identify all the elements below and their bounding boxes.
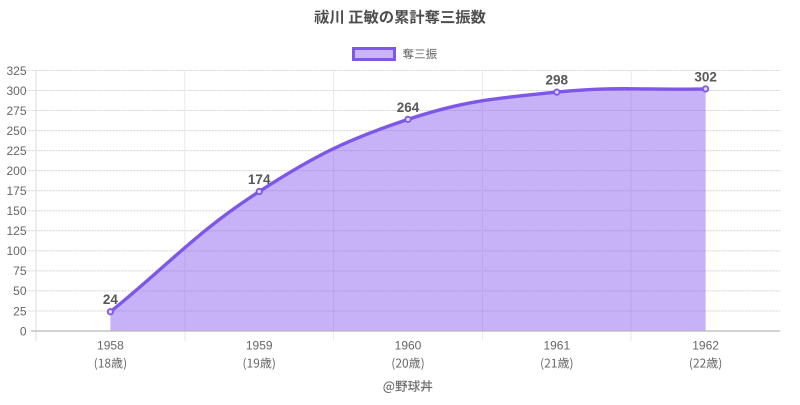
svg-text:24: 24 (103, 292, 119, 307)
svg-text:300: 300 (6, 84, 26, 98)
svg-text:264: 264 (397, 100, 420, 115)
svg-text:25: 25 (13, 304, 27, 318)
svg-text:275: 275 (6, 104, 26, 118)
svg-text:175: 175 (6, 184, 26, 198)
svg-text:325: 325 (6, 64, 26, 78)
svg-text:1960: 1960 (395, 338, 422, 352)
svg-text:75: 75 (13, 264, 27, 278)
svg-text:50: 50 (13, 284, 27, 298)
svg-text:0: 0 (20, 324, 27, 338)
svg-text:1958: 1958 (97, 338, 124, 352)
svg-text:298: 298 (546, 73, 569, 88)
svg-text:250: 250 (6, 124, 26, 138)
svg-text:100: 100 (6, 244, 26, 258)
svg-text:1962: 1962 (692, 338, 719, 352)
svg-text:225: 225 (6, 144, 26, 158)
svg-text:200: 200 (6, 164, 26, 178)
svg-text:1961: 1961 (543, 338, 570, 352)
svg-text:302: 302 (694, 69, 717, 84)
svg-text:1959: 1959 (246, 338, 273, 352)
svg-text:174: 174 (248, 172, 271, 187)
svg-text:150: 150 (6, 204, 26, 218)
svg-text:125: 125 (6, 224, 26, 238)
